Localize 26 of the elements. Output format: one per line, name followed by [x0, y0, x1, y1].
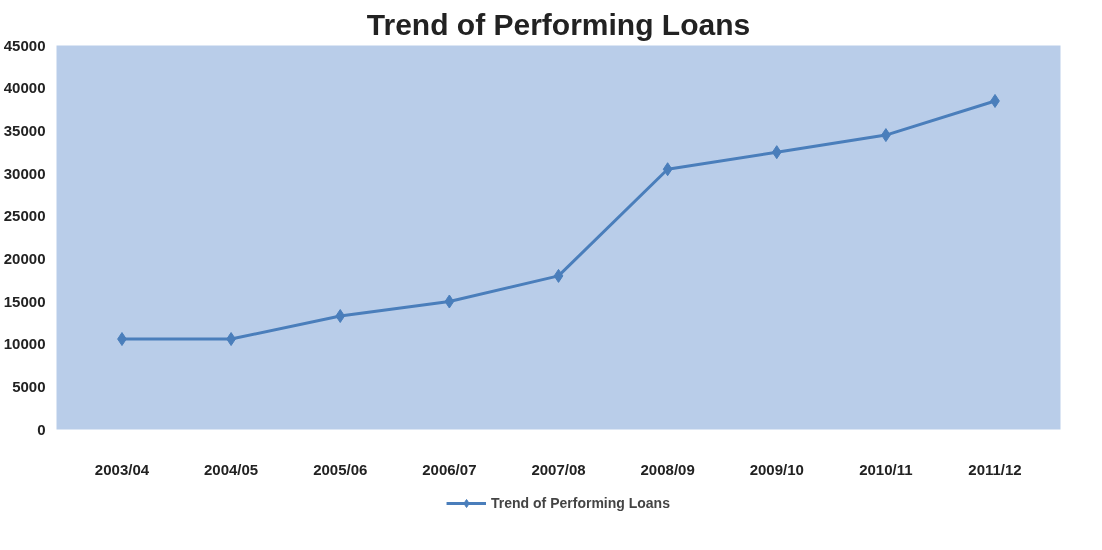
point — [444, 294, 455, 309]
x-tick-label: 2011/12 — [968, 460, 1022, 478]
legend-label: Trend of Performing Loans — [491, 494, 670, 511]
x-tick-label: 2004/05 — [204, 460, 259, 478]
y-tick-label: 0 — [37, 420, 46, 438]
x-tick-label: 2007/08 — [531, 460, 586, 478]
y-tick-label: 10000 — [3, 335, 46, 353]
y-tick-label: 45000 — [3, 36, 46, 54]
point — [553, 268, 564, 283]
x-tick-label: 2003/04 — [94, 460, 150, 478]
x-tick-label: 2008/09 — [640, 460, 695, 478]
y-tick-label: 30000 — [3, 164, 46, 182]
y-tick-label: 25000 — [3, 207, 46, 225]
y-tick-label: 40000 — [3, 79, 46, 97]
x-tick-label: 2006/07 — [422, 460, 477, 478]
point — [335, 309, 346, 324]
x-tick-label: 2010/11 — [859, 460, 913, 478]
chart-title: Trend of Performing Loans — [366, 7, 751, 41]
y-tick-label: 5000 — [12, 377, 46, 395]
x-tick-label: 2005/06 — [313, 460, 368, 478]
x-tick-label: 2009/10 — [749, 460, 804, 478]
point — [662, 162, 673, 177]
y-tick-label: 15000 — [3, 292, 46, 310]
y-tick-label: 35000 — [3, 121, 46, 139]
point — [771, 145, 782, 160]
y-tick-label: 20000 — [3, 249, 46, 267]
